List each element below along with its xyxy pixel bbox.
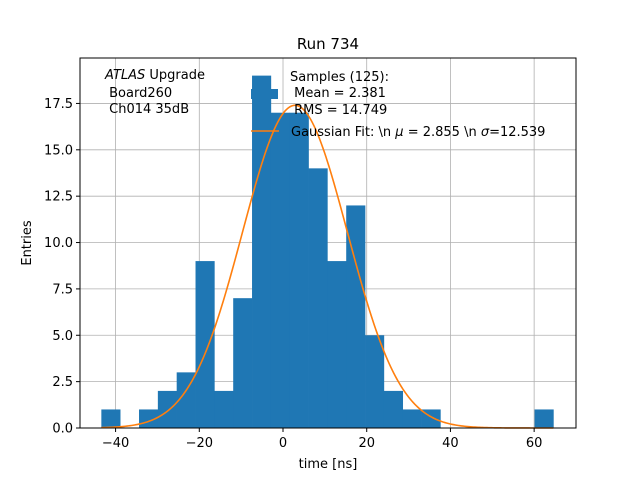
x-tick-label: 40 (442, 436, 459, 451)
histogram-bar (308, 168, 328, 428)
histogram-bar (195, 261, 215, 428)
y-tick-label: 12.5 (44, 190, 73, 205)
legend: Samples (125): Mean = 2.381 RMS = 14.749… (251, 70, 545, 140)
y-tick-label: 10.0 (44, 236, 73, 251)
histogram-bar (252, 75, 272, 428)
axis-ticks: −40 −20 0 20 40 60 0.0 2.5 5.0 7.5 10.0 12.5 15.0 17.… (44, 97, 542, 451)
x-tick-label: 60 (526, 436, 543, 451)
histogram-bars (101, 75, 554, 428)
annotation-line-3: Ch014 35dB (105, 102, 189, 117)
legend-samples-line-2: Mean = 2.381 (290, 86, 386, 101)
y-tick-label: 5.0 (52, 329, 73, 344)
y-tick-label: 7.5 (52, 282, 73, 297)
x-tick-label: −20 (186, 436, 213, 451)
gaussian-fit-curve (101, 104, 554, 429)
chart-title: Run 734 (297, 35, 359, 53)
grid (80, 58, 576, 429)
y-axis-label: Entries (20, 220, 35, 266)
x-tick-label: 0 (279, 436, 287, 451)
histogram-bar (233, 298, 253, 428)
histogram-bar (534, 409, 554, 428)
histogram-bar (383, 390, 404, 428)
histogram-bar (402, 409, 422, 428)
histogram-bar (176, 372, 196, 428)
legend-bar-swatch (251, 89, 278, 99)
y-tick-label: 17.5 (44, 97, 73, 112)
annotation-line-1: ATLAS Upgrade (104, 68, 205, 83)
annotation-line-2: Board260 (105, 86, 172, 101)
histogram-bar (157, 390, 177, 428)
y-tick-label: 0.0 (52, 422, 73, 437)
legend-samples-line-3: RMS = 14.749 (290, 103, 387, 118)
histogram-bar (214, 390, 234, 428)
atlas-annotation: ATLAS Upgrade Board260 Ch014 35dB (104, 68, 205, 117)
x-tick-label: 20 (358, 436, 375, 451)
histogram-bar (365, 335, 385, 428)
legend-samples-line-1: Samples (125): (290, 70, 389, 85)
legend-fit-label: Gaussian Fit: \n μ = 2.855 \n σ=12.539 (291, 125, 545, 140)
histogram-bar (327, 261, 347, 428)
histogram-bar (270, 112, 291, 428)
y-tick-label: 15.0 (44, 143, 73, 158)
histogram-bar (101, 409, 121, 428)
histogram-bar (346, 205, 366, 428)
x-axis-label: time [ns] (299, 457, 358, 472)
histogram-bar (289, 112, 309, 428)
y-tick-label: 2.5 (52, 375, 73, 390)
x-tick-label: −40 (102, 436, 129, 451)
